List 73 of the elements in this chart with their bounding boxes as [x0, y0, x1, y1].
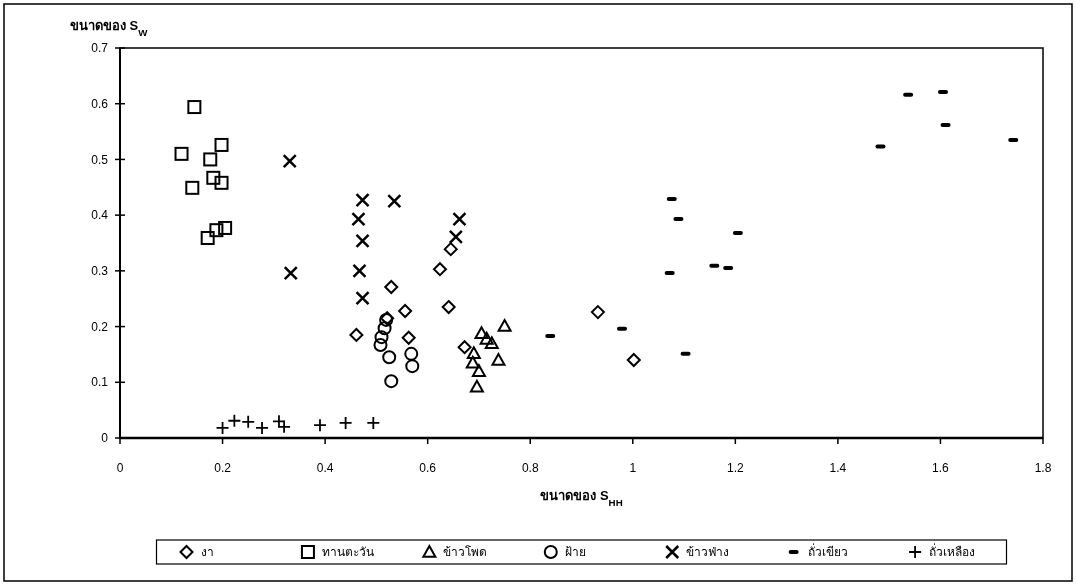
point: [479, 331, 494, 345]
legend-label: ข้าวฟ่าง: [686, 545, 730, 560]
point: [471, 364, 486, 377]
legend-label: ถั่วเหลือง: [929, 543, 976, 560]
legend-label: งา: [200, 545, 214, 560]
point: [355, 290, 370, 306]
point: [404, 346, 419, 361]
point: [373, 337, 388, 352]
point: [355, 233, 370, 249]
y-tick-label: 0: [101, 431, 109, 446]
legend-label: ทานตะวัน: [321, 545, 374, 560]
point: [398, 303, 413, 318]
y-tick-label: 0.4: [91, 208, 109, 223]
y-tick-label: 0.7: [91, 41, 109, 56]
point: [206, 170, 221, 185]
point: [405, 359, 420, 374]
point: [214, 175, 229, 190]
point: [349, 327, 364, 342]
point: [387, 193, 402, 209]
x-tick-label: 1.8: [1034, 461, 1052, 475]
x-tick-label: 0.4: [316, 461, 334, 475]
y-axis-title: ขนาดของ S$_{W}$: [70, 18, 149, 38]
point: [466, 346, 481, 360]
x-tick-label: 1.2: [726, 461, 744, 475]
point: [377, 321, 392, 336]
point: [457, 340, 472, 355]
x-tick-label: 0.8: [521, 461, 539, 475]
point: [484, 336, 499, 350]
point: [214, 137, 229, 152]
legend-label: ฝ้าย: [564, 545, 586, 560]
y-tick-label: 0.6: [91, 96, 109, 111]
point: [626, 353, 641, 367]
point: [448, 229, 464, 245]
point: [474, 326, 489, 340]
point: [452, 211, 467, 227]
point: [283, 265, 299, 281]
point: [355, 192, 370, 208]
x-tick-label: 0.6: [419, 461, 437, 475]
point: [465, 355, 480, 369]
point: [469, 379, 484, 393]
point: [497, 319, 512, 332]
point: [209, 223, 224, 238]
point: [352, 263, 367, 279]
legend-label: ถั่วเขียว: [807, 543, 848, 560]
point: [218, 220, 233, 235]
point: [174, 146, 189, 161]
point: [401, 330, 416, 345]
point: [384, 280, 399, 295]
x-tick-label: 1: [629, 461, 637, 475]
y-tick-label: 0.1: [91, 375, 109, 390]
point: [382, 350, 397, 365]
x-tick-label: 1.6: [932, 461, 950, 475]
y-tick-label: 0.3: [91, 264, 109, 279]
point: [432, 262, 447, 277]
point: [200, 230, 215, 245]
y-tick-label: 0.2: [91, 319, 109, 334]
legend-label: ข้าวโพด: [443, 545, 488, 560]
x-tick-label: 1.4: [829, 461, 847, 475]
point: [384, 374, 399, 389]
point: [185, 180, 200, 195]
point: [351, 211, 366, 227]
x-tick-label: 0.2: [214, 461, 232, 475]
y-tick-label: 0.5: [91, 152, 109, 167]
point: [282, 153, 297, 169]
point: [203, 152, 218, 167]
point: [590, 305, 605, 320]
point: [441, 300, 456, 315]
x-axis-title: ขนาดของ S$_{HH}$: [540, 488, 623, 508]
point: [443, 242, 458, 257]
point: [187, 100, 202, 115]
point: [374, 330, 389, 345]
point: [491, 353, 506, 366]
x-tick-label: 0: [116, 461, 124, 475]
